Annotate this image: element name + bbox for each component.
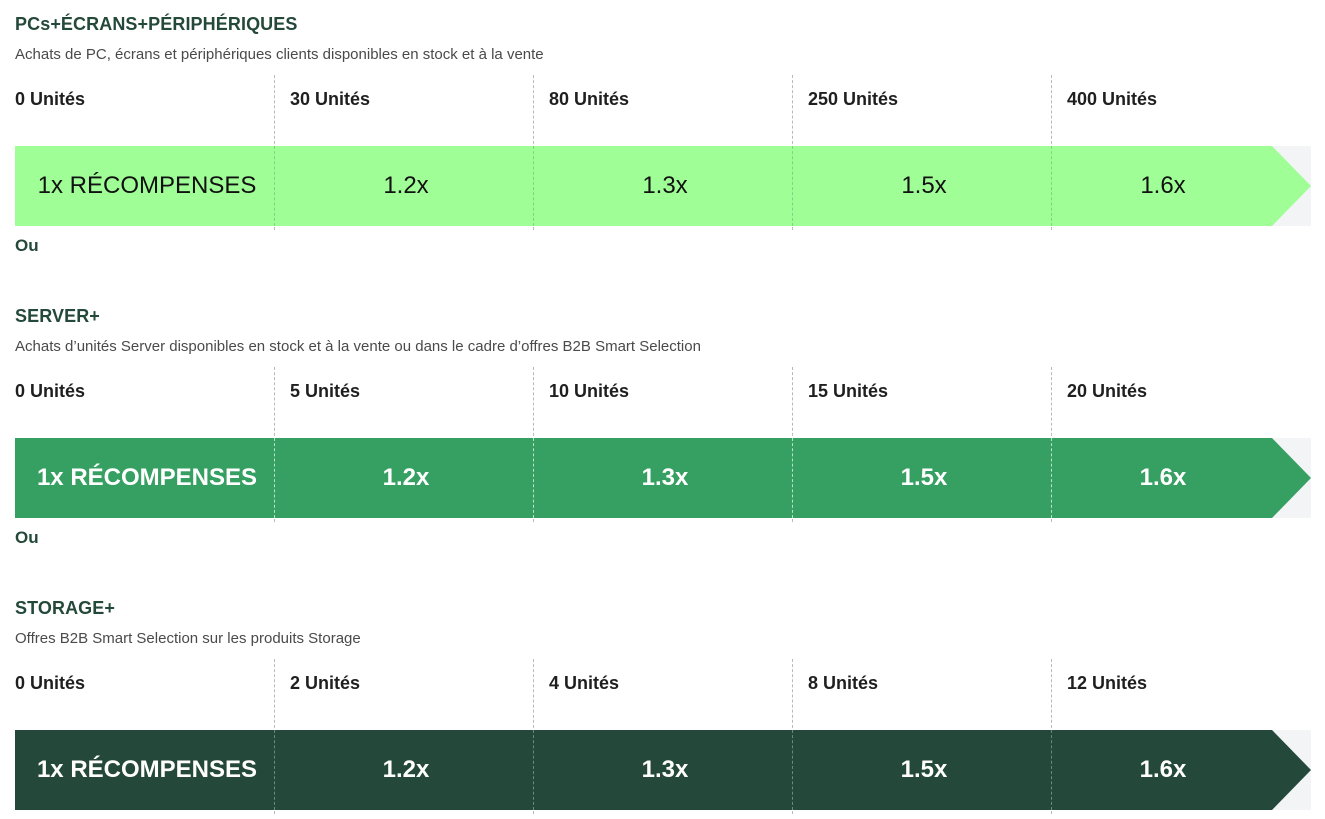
reward-band: 1x RÉCOMPENSES 1.2x 1.3x 1.5x 1.6x	[15, 730, 1311, 810]
reward-cell: 1.5x	[901, 172, 947, 199]
section-title: STORAGE+	[15, 598, 115, 618]
reward-cell: 1.2x	[382, 464, 430, 491]
reward-cell: 1.6x	[1140, 172, 1186, 199]
reward-cell-base: 1x RÉCOMPENSES	[36, 464, 258, 491]
reward-cell: 1.3x	[641, 756, 689, 783]
band-divider	[533, 730, 534, 810]
reward-cell: 1.2x	[383, 172, 429, 199]
band-divider	[1051, 730, 1052, 810]
band-divider	[274, 438, 275, 518]
band-divider	[533, 146, 534, 226]
tier-label: 0 Unités	[15, 673, 86, 693]
tier-label: 30 Unités	[290, 89, 371, 109]
tier-label: 400 Unités	[1067, 89, 1158, 109]
band-divider	[274, 146, 275, 226]
reward-cell: 1.2x	[382, 756, 430, 783]
tier-label: 80 Unités	[549, 89, 630, 109]
reward-band: 1x RÉCOMPENSES 1.2x 1.3x 1.5x 1.6x	[15, 438, 1311, 518]
section-title: PCs+ÉCRANS+PÉRIPHÉRIQUES	[15, 14, 298, 34]
band-divider	[1051, 438, 1052, 518]
band-divider	[1051, 146, 1052, 226]
section-subtitle: Offres B2B Smart Selection sur les produ…	[15, 630, 361, 647]
reward-cell-base: 1x RÉCOMPENSES	[36, 756, 258, 783]
or-separator: Ou	[15, 528, 39, 547]
reward-cell: 1.6x	[1139, 464, 1187, 491]
reward-cell: 1.3x	[642, 172, 688, 199]
section-subtitle: Achats de PC, écrans et périphériques cl…	[15, 46, 544, 63]
tier-label: 15 Unités	[808, 381, 889, 401]
reward-cell: 1.5x	[900, 756, 948, 783]
reward-cell: 1.3x	[641, 464, 689, 491]
tier-label: 20 Unités	[1067, 381, 1148, 401]
tier-scale: 0 Unités 2 Unités 4 Unités 8 Unités 12 U…	[15, 659, 1311, 814]
band-divider	[792, 146, 793, 226]
tier-scale: 0 Unités 5 Unités 10 Unités 15 Unités 20…	[15, 367, 1311, 522]
reward-band: 1x RÉCOMPENSES 1.2x 1.3x 1.5x 1.6x	[15, 146, 1311, 226]
band-divider	[274, 730, 275, 810]
tier-label: 0 Unités	[15, 381, 86, 401]
section-subtitle: Achats d’unités Server disponibles en st…	[15, 338, 701, 355]
tier-label: 8 Unités	[808, 673, 879, 693]
tier-label: 10 Unités	[549, 381, 630, 401]
tier-label: 250 Unités	[808, 89, 899, 109]
section-title: SERVER+	[15, 306, 100, 326]
band-divider	[533, 438, 534, 518]
tier-scale: 0 Unités 30 Unités 80 Unités 250 Unités …	[15, 75, 1311, 230]
reward-cell: 1.6x	[1139, 756, 1187, 783]
tier-label: 12 Unités	[1067, 673, 1148, 693]
band-divider	[792, 438, 793, 518]
tier-label: 5 Unités	[290, 381, 361, 401]
or-separator: Ou	[15, 236, 39, 255]
reward-cell-base: 1x RÉCOMPENSES	[37, 172, 257, 199]
reward-cell: 1.5x	[900, 464, 948, 491]
band-divider	[792, 730, 793, 810]
tier-label: 4 Unités	[549, 673, 620, 693]
tier-label: 2 Unités	[290, 673, 361, 693]
tier-label: 0 Unités	[15, 89, 86, 109]
